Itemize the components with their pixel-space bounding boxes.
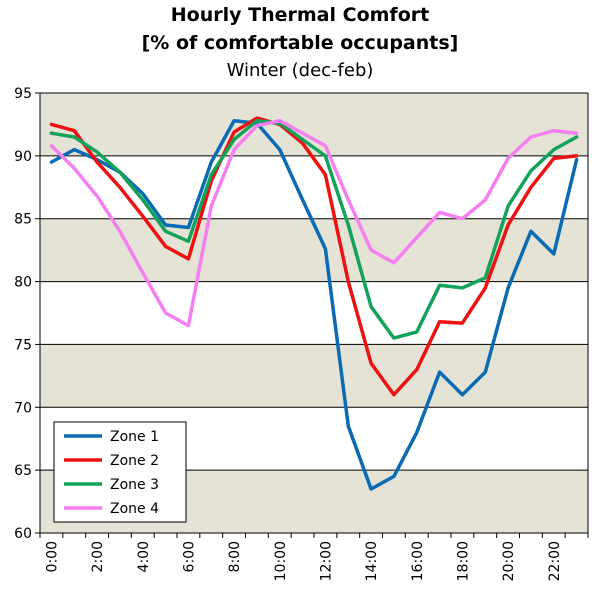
legend-label-zone-2: Zone 2 — [110, 453, 159, 469]
x-tick-label: 16:00 — [410, 541, 426, 581]
plot-band — [40, 93, 588, 156]
x-tick-label: 22:00 — [547, 541, 563, 581]
series-line-zone-4 — [49, 118, 579, 328]
x-tick-labels: 0:00 2:00 4:00 6:00 8:00 10:00 12:00 14:00 16:00… — [44, 541, 562, 581]
y-tick-label: 75 — [14, 337, 32, 353]
legend-box — [53, 421, 187, 523]
y-tick-label: 80 — [14, 275, 32, 291]
x-tick-label: 6:00 — [181, 541, 197, 572]
series-line-zone-2 — [49, 116, 579, 397]
y-tick-label: 65 — [14, 463, 32, 479]
series-line-zone-3 — [49, 118, 579, 340]
chart-subtitle: Winter (dec-feb) — [226, 60, 374, 81]
x-tick-label: 12:00 — [318, 541, 334, 581]
x-tick-label: 10:00 — [273, 541, 289, 581]
legend: Zone 1 Zone 2 Zone 3 Zone 4 — [53, 421, 187, 523]
axes — [35, 92, 589, 538]
y-tick-label: 95 — [14, 86, 32, 102]
x-tick-label: 0:00 — [44, 541, 60, 572]
legend-label-zone-1: Zone 1 — [110, 429, 159, 445]
chart-title-line2: [% of comfortable occupants] — [141, 32, 459, 54]
y-tick-label: 60 — [14, 526, 32, 542]
x-tick-label: 14:00 — [364, 541, 380, 581]
series-lines — [49, 116, 579, 491]
chart-title: Hourly Thermal Comfort — [170, 4, 430, 26]
x-tick-label: 4:00 — [136, 541, 152, 572]
x-tick-label: 18:00 — [455, 541, 471, 581]
x-tick-label: 2:00 — [90, 541, 106, 572]
y-tick-labels: 60 65 70 75 80 85 90 95 — [14, 86, 32, 542]
legend-label-zone-4: Zone 4 — [110, 501, 159, 517]
y-tick-label: 70 — [14, 400, 32, 416]
legend-label-zone-3: Zone 3 — [110, 477, 159, 493]
y-tick-label: 85 — [14, 212, 32, 228]
x-tick-label: 8:00 — [227, 541, 243, 572]
plot-band — [40, 344, 588, 408]
series-line-zone-1 — [49, 118, 579, 491]
x-tick-label: 20:00 — [501, 541, 517, 581]
y-tick-label: 90 — [14, 149, 32, 165]
